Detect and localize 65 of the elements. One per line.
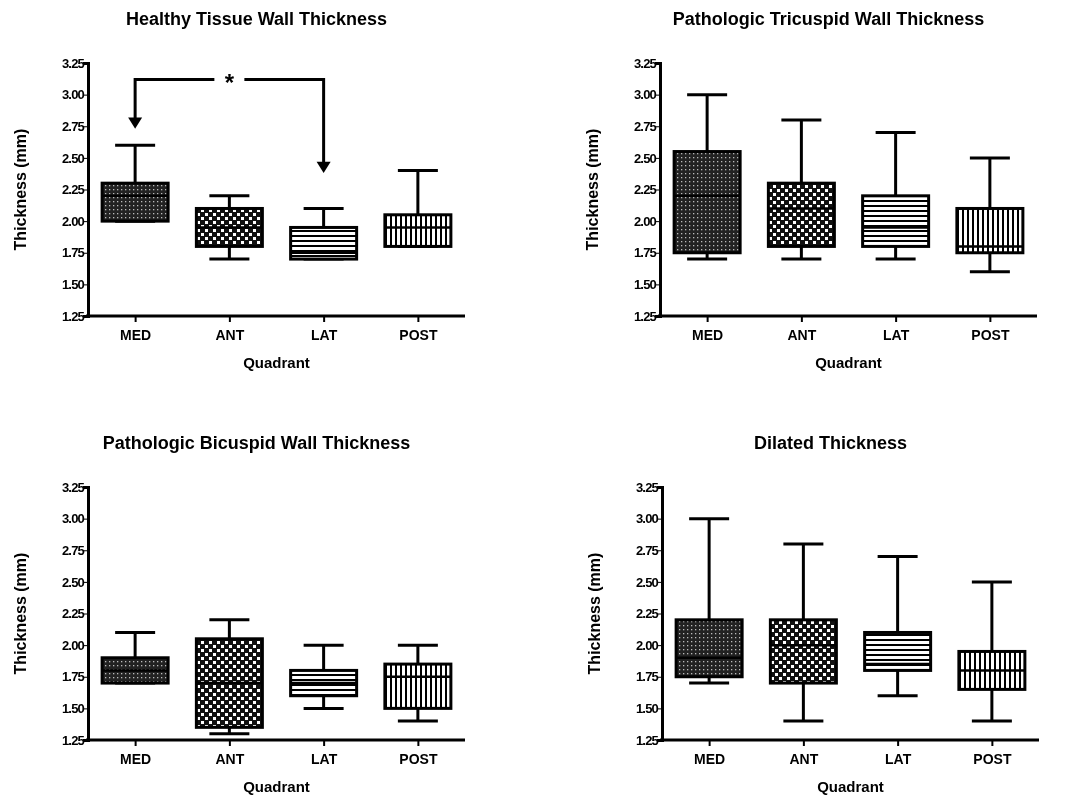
y-tick-label: 1.75 [61, 669, 85, 685]
y-tick-label: 2.00 [635, 637, 659, 653]
x-axis-title: Quadrant [243, 354, 310, 371]
x-tick-label: MED [120, 327, 152, 344]
y-tick-label: 2.25 [61, 606, 85, 622]
y-tick-label: 3.00 [633, 87, 657, 103]
y-tick-label: 1.75 [633, 245, 657, 261]
y-tick-label: 2.50 [635, 574, 659, 590]
annotation: * [224, 69, 235, 97]
x-tick-label: ANT [789, 751, 819, 768]
x-tick-label: POST [399, 327, 438, 344]
y-tick-label: 3.25 [635, 479, 659, 495]
x-tick-label: LAT [885, 751, 912, 768]
y-tick-label: 3.00 [635, 511, 659, 527]
y-tick-label: 2.25 [633, 182, 657, 198]
y-tick-label: 1.25 [61, 308, 85, 324]
chart-title: Pathologic Bicuspid Wall Thickness [102, 433, 411, 453]
y-tick-label: 2.50 [61, 150, 85, 166]
x-axis-title: Quadrant [243, 778, 310, 795]
y-tick-label: 2.00 [633, 213, 657, 229]
y-tick-label: 1.75 [61, 245, 85, 261]
x-tick-label: ANT [215, 751, 245, 768]
chart-title: Healthy Tissue Wall Thickness [125, 9, 388, 29]
y-tick-label: 2.25 [635, 606, 659, 622]
y-tick-label: 1.25 [61, 732, 85, 748]
y-tick-label: 3.00 [61, 511, 85, 527]
y-tick-label: 3.25 [61, 479, 85, 495]
y-tick-label: 2.75 [633, 118, 657, 134]
x-tick-label: LAT [883, 327, 910, 344]
x-tick-label: MED [120, 751, 152, 768]
y-tick-label: 1.50 [61, 277, 85, 293]
chart-title: Dilated Thickness [753, 433, 908, 453]
y-tick-label: 3.00 [61, 87, 85, 103]
x-tick-label: LAT [311, 327, 338, 344]
y-axis-title: Thickness (mm) [584, 128, 601, 251]
x-tick-label: MED [692, 327, 724, 344]
y-tick-label: 1.25 [635, 732, 659, 748]
y-tick-label: 1.50 [635, 701, 659, 717]
y-tick-label: 2.75 [635, 542, 659, 558]
x-tick-label: LAT [311, 751, 338, 768]
y-axis-title: Thickness (mm) [586, 552, 603, 675]
x-tick-label: POST [971, 327, 1010, 344]
y-axis-title: Thickness (mm) [12, 128, 29, 251]
x-tick-label: ANT [215, 327, 245, 344]
y-tick-label: 1.50 [61, 701, 85, 717]
x-axis-title: Quadrant [817, 778, 884, 795]
y-tick-label: 1.75 [635, 669, 659, 685]
y-tick-label: 2.50 [633, 150, 657, 166]
x-tick-label: POST [399, 751, 438, 768]
y-tick-label: 2.00 [61, 637, 85, 653]
y-axis-title: Thickness (mm) [12, 552, 29, 675]
y-tick-label: 1.25 [633, 308, 657, 324]
x-tick-label: POST [973, 751, 1012, 768]
y-tick-label: 3.25 [633, 55, 657, 71]
y-tick-label: 2.25 [61, 182, 85, 198]
x-tick-label: ANT [787, 327, 817, 344]
x-axis-title: Quadrant [815, 354, 882, 371]
chart-title: Pathologic Tricuspid Wall Thickness [672, 9, 985, 29]
y-tick-label: 2.00 [61, 213, 85, 229]
y-tick-label: 3.25 [61, 55, 85, 71]
y-tick-label: 2.50 [61, 574, 85, 590]
y-tick-label: 2.75 [61, 118, 85, 134]
y-tick-label: 2.75 [61, 542, 85, 558]
y-tick-label: 1.50 [633, 277, 657, 293]
x-tick-label: MED [694, 751, 726, 768]
